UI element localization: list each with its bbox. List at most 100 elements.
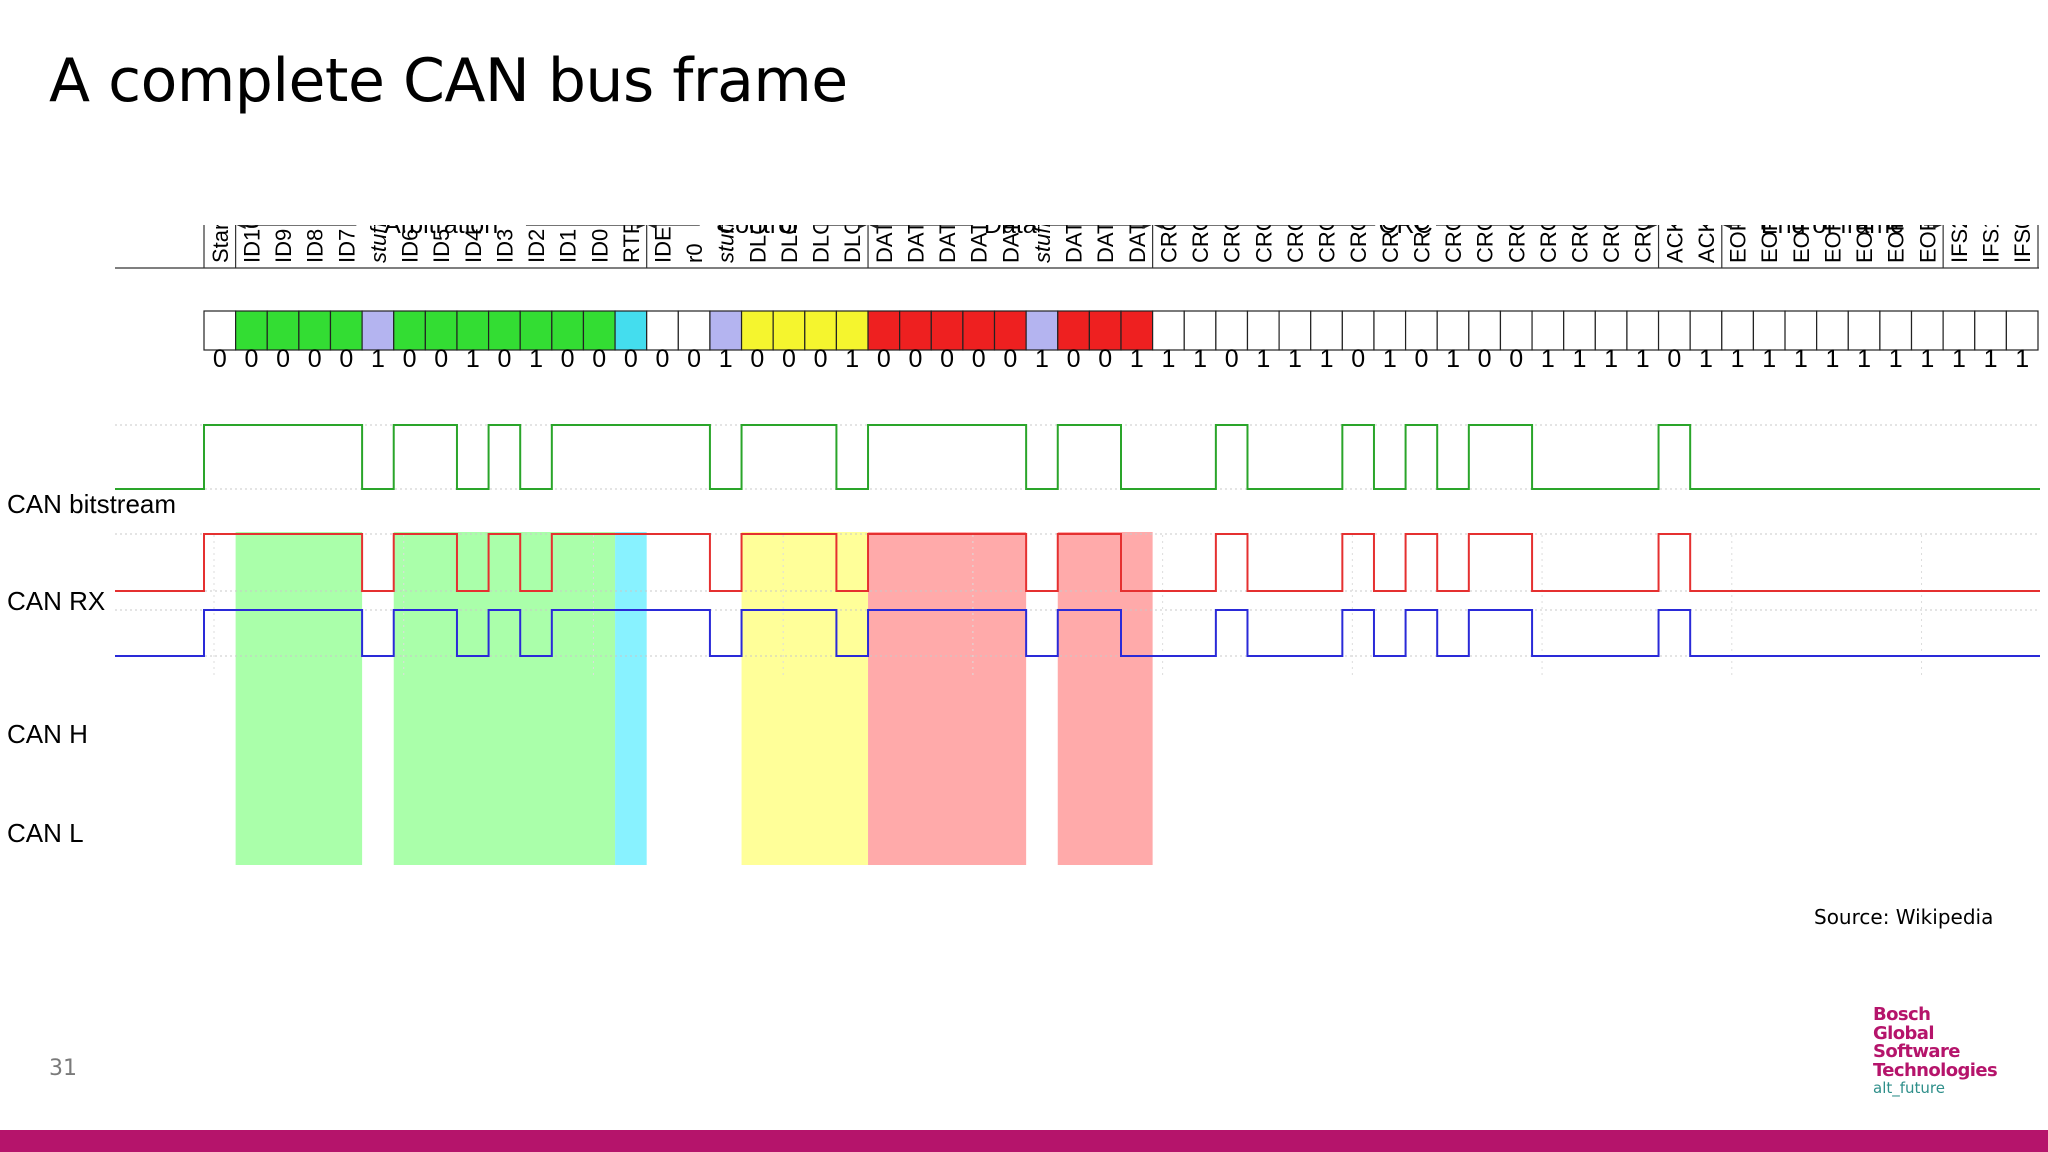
bit-field-label: DLC1 <box>809 225 834 263</box>
bit-cell <box>1468 310 1502 351</box>
bit-value: 0 <box>561 345 575 373</box>
bit-cell <box>646 310 679 351</box>
bit-cell <box>1563 310 1596 351</box>
bit-value: 0 <box>814 345 828 373</box>
bit-field-label: CRC13 <box>1188 225 1213 263</box>
bit-cell <box>519 310 553 351</box>
bit-value: 0 <box>656 345 670 373</box>
bit-value: 1 <box>1952 345 1966 373</box>
bit-field-label: ID3 <box>492 229 517 263</box>
bit-value: 1 <box>1984 345 1998 373</box>
bit-value: 0 <box>750 345 764 373</box>
bit-value: 0 <box>909 345 923 373</box>
bit-field-label: CRC1 <box>1568 225 1593 263</box>
page-number: 31 <box>49 1056 77 1081</box>
bit-field-label: EOF6 <box>1726 225 1751 263</box>
bit-cell <box>1278 310 1312 351</box>
bit-field-label: DLC2 <box>777 225 802 263</box>
group-control-arrow <box>647 225 657 229</box>
bit-field-label: ID7 <box>334 229 359 263</box>
bit-field-label: DATA3 <box>998 225 1023 263</box>
bit-value: 1 <box>1383 345 1397 373</box>
bit-value: 1 <box>1604 345 1618 373</box>
bit-field-label: ID2 <box>524 229 549 263</box>
bit-value: 0 <box>308 345 322 373</box>
bit-field-label: ID4 <box>461 229 486 263</box>
bit-field-label: CRC3 <box>1504 225 1529 263</box>
field-group-brackets: Complete CAN frameArbitrationControlData… <box>115 225 2039 269</box>
bit-cell <box>1942 310 1976 351</box>
group-arbitration-arrow <box>236 225 246 229</box>
bit-cell <box>709 310 743 351</box>
bit-field-label: CRC Delimiter <box>1631 225 1656 263</box>
bit-cell <box>804 310 838 351</box>
bit-value: 0 <box>940 345 954 373</box>
bit-value: 1 <box>1161 345 1175 373</box>
bit-cell <box>1183 310 1217 351</box>
bit-value: 0 <box>1509 345 1523 373</box>
bit-field-label: CRC2 <box>1536 225 1561 263</box>
bit-value: 0 <box>497 345 511 373</box>
bit-value: 0 <box>339 345 353 373</box>
bit-value: 0 <box>1414 345 1428 373</box>
group-crc-arrow <box>1153 225 1163 229</box>
bit-cell <box>1215 310 1249 351</box>
bit-field-labels: Start of frameID10ID9ID8ID7stuff bitID6I… <box>208 225 2035 263</box>
highlight-band-green <box>393 532 616 865</box>
highlight-band-yellow <box>741 532 869 865</box>
bit-value: 0 <box>877 345 891 373</box>
bit-field-label: ID8 <box>303 229 328 263</box>
slide-title: A complete CAN bus frame <box>49 46 848 116</box>
bit-cell <box>1879 310 1913 351</box>
bit-field-label: ID9 <box>271 229 296 263</box>
bit-value: 1 <box>1636 345 1650 373</box>
company-logo: Bosch Global Software Technologies alt_f… <box>1873 1005 2023 1097</box>
bit-cell <box>298 310 332 351</box>
can-h-trace <box>115 533 2040 592</box>
bit-value: 0 <box>592 345 606 373</box>
bit-value: 0 <box>1067 345 1081 373</box>
highlight-band-red <box>868 532 1027 865</box>
bit-field-label: CRC11 <box>1251 225 1276 263</box>
bit-field-label: CRC4 <box>1473 225 1498 263</box>
bit-cell <box>1404 310 1438 351</box>
bit-field-label: DATA0 <box>1125 225 1150 263</box>
bit-cell <box>1025 310 1059 351</box>
group-arbitration-label: Arbitration <box>384 225 498 239</box>
can-rx-trace <box>115 424 2040 490</box>
can-l-label: CAN L <box>7 818 84 848</box>
bit-value: 1 <box>529 345 543 373</box>
bit-value: 0 <box>276 345 290 373</box>
signal-traces <box>115 424 2040 657</box>
bit-value: 0 <box>1225 345 1239 373</box>
bit-field-label: CRC7 <box>1378 225 1403 263</box>
group-arbitration-arrow <box>636 225 646 229</box>
bit-value: 0 <box>1098 345 1112 373</box>
bit-value: 0 <box>1667 345 1681 373</box>
bit-field-label: EOF2 <box>1852 225 1877 263</box>
bit-value: 1 <box>1320 345 1334 373</box>
bit-field-label: DATA7 <box>872 225 897 263</box>
bit-field-label: ID5 <box>429 229 454 263</box>
can-rx-label: CAN RX <box>7 586 105 616</box>
bit-value: 1 <box>1288 345 1302 373</box>
group-control-label: Control <box>717 225 798 239</box>
bit-value: 1 <box>466 345 480 373</box>
bit-field-label: r0 <box>682 243 707 263</box>
group-data-arrow <box>869 225 879 229</box>
bit-cell <box>424 310 458 351</box>
bit-value: 0 <box>403 345 417 373</box>
group-crc-label: CRC <box>1379 225 1433 239</box>
bit-cell <box>551 310 585 351</box>
field-highlights <box>235 532 1153 865</box>
bit-value: 1 <box>719 345 733 373</box>
bit-value: 0 <box>687 345 701 373</box>
bit-value: 1 <box>1541 345 1555 373</box>
bit-cell <box>614 310 648 351</box>
bit-field-label: ACK <box>1662 225 1687 263</box>
logo-tagline: alt_future <box>1873 1079 1945 1097</box>
bit-cell <box>1974 310 2007 351</box>
bit-cell <box>456 310 490 351</box>
bit-value: 1 <box>1699 345 1713 373</box>
bit-value: 1 <box>1035 345 1049 373</box>
